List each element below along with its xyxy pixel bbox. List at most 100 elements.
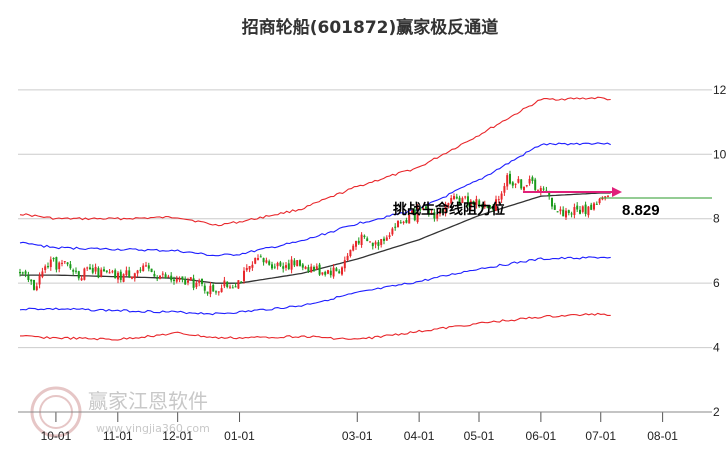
candle-body xyxy=(44,266,47,271)
candle-body xyxy=(567,210,570,213)
x-tick-label: 06-01 xyxy=(526,429,557,443)
candle-body xyxy=(198,280,201,283)
resistance-arrow-head xyxy=(612,187,622,198)
candle-body xyxy=(74,270,77,272)
candle-body xyxy=(237,280,240,289)
candle-body xyxy=(590,204,593,210)
candle-body xyxy=(377,242,380,246)
candle-body xyxy=(452,196,455,200)
candle-body xyxy=(226,281,229,287)
x-tick-label: 12-01 xyxy=(162,429,193,443)
candle-body xyxy=(564,210,567,218)
candle-body xyxy=(461,198,464,203)
candle-body xyxy=(559,209,562,212)
candle-body xyxy=(466,196,469,206)
candle-body xyxy=(497,199,500,201)
candle-body xyxy=(374,242,377,245)
candle-body xyxy=(119,271,122,280)
candle-body xyxy=(416,207,419,223)
candle-body xyxy=(192,278,195,288)
candle-body xyxy=(181,276,184,280)
candle-body xyxy=(172,279,175,282)
candle-body xyxy=(184,279,187,285)
candle-body xyxy=(338,271,341,274)
candle-body xyxy=(150,268,153,272)
candle-body xyxy=(83,268,86,280)
candle-body xyxy=(531,177,534,181)
candle-body xyxy=(413,209,416,221)
candle-body xyxy=(86,267,89,269)
candle-body xyxy=(301,264,304,268)
candle-body xyxy=(556,211,559,213)
candle-body xyxy=(534,179,537,190)
channel-band-line xyxy=(19,142,611,257)
candle-body xyxy=(550,198,553,207)
candle-body xyxy=(489,206,492,208)
annotation: 挑战生命线阻力位 8.829 xyxy=(393,187,712,219)
candle-body xyxy=(382,238,385,241)
candle-body xyxy=(234,286,237,288)
candle-body xyxy=(405,220,408,223)
candle-body xyxy=(441,208,444,213)
candle-body xyxy=(562,209,565,217)
candle-body xyxy=(475,199,478,205)
x-tick-label: 11-01 xyxy=(103,429,133,443)
candle-body xyxy=(38,275,41,285)
candle-body xyxy=(388,235,391,237)
candle-body xyxy=(220,288,223,293)
candle-body xyxy=(573,207,576,216)
x-tick-label: 05-01 xyxy=(464,429,495,443)
candle-body xyxy=(268,261,271,265)
candle-body xyxy=(156,277,159,279)
candle-body xyxy=(354,241,357,247)
candle-body xyxy=(492,205,495,210)
candle-body xyxy=(46,266,49,268)
candle-body xyxy=(433,212,436,219)
channel-band-line xyxy=(19,256,611,316)
candle-body xyxy=(55,257,58,270)
candle-body xyxy=(279,262,282,266)
candle-body xyxy=(49,259,52,268)
candle-body xyxy=(58,262,61,270)
x-tick-label: 08-01 xyxy=(647,429,678,443)
candle-body xyxy=(91,268,94,273)
candle-body xyxy=(399,222,402,224)
candle-body xyxy=(402,221,405,224)
y-tick-label: 10 xyxy=(713,147,726,161)
candle-body xyxy=(430,212,433,214)
candle-body xyxy=(584,204,587,214)
candle-body xyxy=(248,266,251,270)
x-tick-label: 10-01 xyxy=(41,429,72,443)
candle-body xyxy=(514,183,517,185)
chart-title: 招商轮船(601872)赢家极反通道 xyxy=(242,17,499,38)
candle-body xyxy=(438,210,441,214)
candle-body xyxy=(604,196,607,198)
candle-body xyxy=(486,205,489,209)
candle-body xyxy=(102,269,105,272)
candle-body xyxy=(130,276,133,279)
candle-body xyxy=(548,191,551,197)
candle-body xyxy=(343,260,346,269)
candle-body xyxy=(422,208,425,210)
candle-body xyxy=(105,270,108,272)
candle-body xyxy=(542,188,545,190)
candle-body xyxy=(209,285,212,295)
candle-body xyxy=(254,257,257,264)
candle-body xyxy=(464,196,467,198)
y-axis: 12 10 8 6 4 2 xyxy=(713,83,726,419)
candle-body xyxy=(24,271,27,274)
candle-body xyxy=(315,266,318,269)
candle-body xyxy=(72,269,75,272)
candle-body xyxy=(595,203,598,205)
candle-body xyxy=(35,286,38,291)
candle-body xyxy=(293,260,296,266)
candle-body xyxy=(525,185,528,187)
annotation-text: 挑战生命线阻力位 xyxy=(393,201,505,218)
candle-body xyxy=(396,220,399,228)
candle-body xyxy=(478,200,481,206)
candle-body xyxy=(66,262,69,265)
x-tick-label: 04-01 xyxy=(404,429,435,443)
candle-body xyxy=(228,286,231,288)
candle-body xyxy=(206,291,209,294)
candle-body xyxy=(256,258,259,260)
